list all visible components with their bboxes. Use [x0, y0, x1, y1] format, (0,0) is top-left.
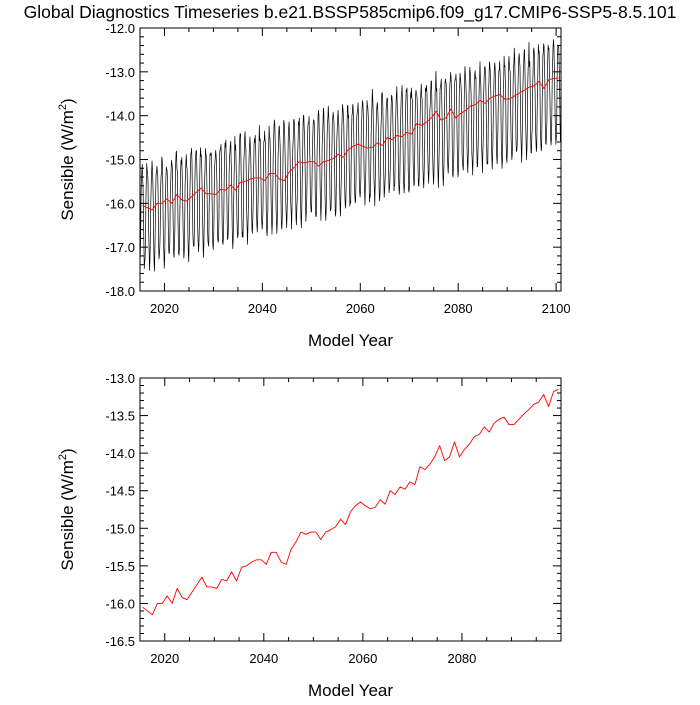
y-tick-label: -16.0 [105, 596, 135, 611]
y-tick-label: -15.0 [105, 521, 135, 536]
x-tick-label: 2100 [542, 301, 571, 316]
y-axis-label: Sensible (W/m2) [57, 448, 77, 570]
y-tick-label: -16.0 [105, 196, 135, 211]
y-tick-label: -15.0 [105, 153, 135, 168]
y-tick-label: -12.0 [105, 21, 135, 36]
plot-2: 2020 2040 2060 2080 -16.5 -16.0 -15.5 -15.0 -14.… [57, 371, 562, 700]
annual-series-line [142, 77, 559, 211]
y-tick-label: -13.0 [105, 65, 135, 80]
y-tick-label: -14.5 [105, 484, 135, 499]
x-axis-label: Model Year [308, 331, 393, 350]
x-tick-label: 2080 [447, 651, 476, 666]
annual-series-line [142, 388, 559, 616]
y-axis-label-text: Sensible (W/m [58, 110, 77, 221]
y-tick-label: -15.5 [105, 559, 135, 574]
x-tick-label: 2040 [249, 651, 278, 666]
x-tick-label: 2040 [248, 301, 277, 316]
y-axis-label-superscript: 2 [57, 454, 69, 460]
x-axis-label: Model Year [308, 681, 393, 700]
plot-1: 2020 2040 2060 2080 2100 -18.0 -17.0 -16.0 -15.0… [57, 21, 571, 350]
y-tick-label: -13.5 [105, 409, 135, 424]
x-tick-label: 2020 [150, 301, 179, 316]
y-tick-label: -16.5 [105, 634, 135, 649]
y-axis-label-close: ) [58, 448, 77, 454]
y-axis-label: Sensible (W/m2) [57, 98, 77, 220]
plot-frame [139, 377, 562, 642]
monthly-series-line [139, 39, 562, 272]
x-tick-label: 2020 [150, 651, 179, 666]
x-tick-label: 2060 [348, 651, 377, 666]
y-tick-label: -17.0 [105, 240, 135, 255]
y-tick-label: -14.0 [105, 109, 135, 124]
x-tick-label: 2060 [346, 301, 375, 316]
figure-title: Global Diagnostics Timeseries b.e21.BSSP… [24, 2, 677, 23]
y-tick-label: -14.0 [105, 446, 135, 461]
y-axis-label-text: Sensible (W/m [58, 460, 77, 571]
y-tick-label: -13.0 [105, 371, 135, 386]
y-axis-label-superscript: 2 [57, 104, 69, 110]
y-axis-label-close: ) [58, 98, 77, 104]
plots-container: 2020 2040 2060 2080 2100 -18.0 -17.0 -16.0 -15.0… [57, 21, 571, 700]
x-tick-label: 2080 [444, 301, 473, 316]
y-tick-label: -18.0 [105, 284, 135, 299]
